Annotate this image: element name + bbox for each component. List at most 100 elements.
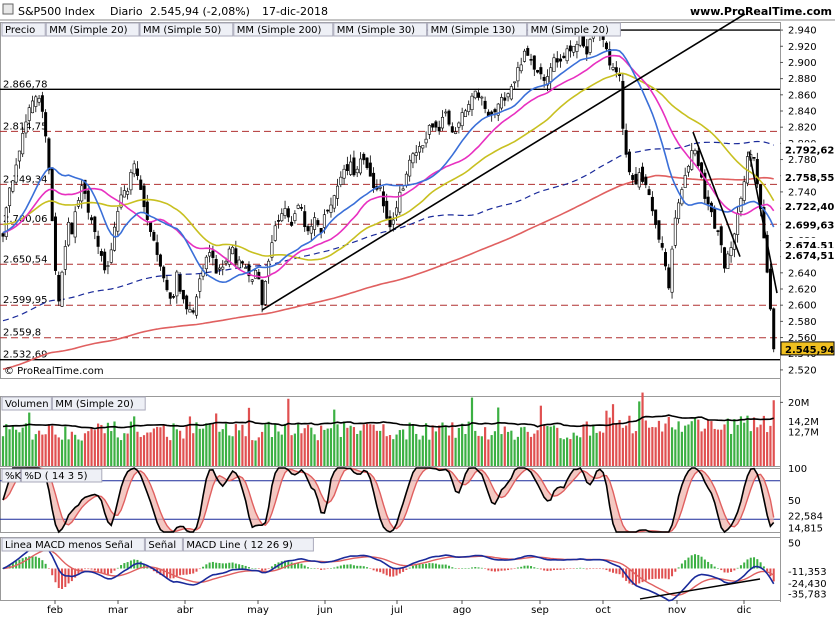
volume-bar — [582, 424, 585, 466]
volume-bar — [385, 436, 388, 466]
volume-bar — [15, 429, 18, 466]
macd-hist-bar — [270, 566, 273, 569]
macd-hist-bar — [566, 568, 569, 570]
candle-body — [296, 204, 300, 209]
volume-bar — [484, 427, 487, 466]
volume-bar — [621, 427, 624, 466]
macd-hist-bar — [287, 561, 290, 569]
volume-bar — [418, 439, 421, 466]
value-tag: 2.674,51 — [781, 237, 834, 252]
volume-bar — [182, 438, 185, 466]
volume-bar — [752, 417, 756, 466]
macd-hist-bar — [723, 568, 726, 573]
macd-hist-bar — [359, 565, 362, 569]
volume-bar — [257, 437, 260, 466]
volume-bar — [474, 430, 477, 466]
volume-bar — [349, 425, 352, 466]
candle-body — [132, 163, 136, 175]
macd-hist-bar — [392, 568, 395, 577]
volume-bar — [428, 439, 431, 466]
value-tag-label: 2.792,62 — [785, 145, 834, 156]
legend-macd-box — [1, 537, 145, 552]
y-tick-label: 2.880 — [788, 74, 817, 85]
candle-body — [401, 188, 405, 191]
candle-body — [60, 271, 64, 307]
candle-body — [427, 125, 431, 135]
volume-bar — [192, 433, 195, 466]
macd-hist-bar — [657, 568, 660, 579]
vol-ma-label: 12,7M — [788, 428, 819, 439]
volume-bar — [5, 424, 8, 466]
macd-hist-bar — [736, 567, 739, 569]
candle-body — [37, 97, 41, 103]
macd-hist-bar — [510, 568, 513, 570]
macd-hist-bar — [372, 568, 375, 571]
candle-body — [178, 274, 182, 292]
volume-bar — [654, 427, 657, 466]
candle-body — [145, 201, 149, 220]
macd-hist-bar — [375, 568, 378, 572]
macd-hist-bar — [323, 568, 326, 570]
macd-hist-bar — [188, 568, 191, 575]
legend-price-4: MM (Simple 30) — [337, 25, 415, 36]
volume-bar — [585, 421, 588, 466]
volume-bar — [123, 433, 126, 466]
volume-bar — [306, 424, 310, 466]
volume-bars — [1, 392, 775, 466]
ma130-line — [2, 140, 774, 322]
volume-bar — [497, 407, 500, 466]
candle-body — [345, 164, 349, 171]
volume-bar — [454, 437, 457, 466]
macd-hist-bar — [100, 568, 103, 573]
volume-bar — [503, 426, 506, 466]
candle-body — [529, 59, 533, 61]
candle-body — [723, 247, 727, 269]
macd-hist-bar — [530, 566, 533, 569]
volume-bar — [739, 416, 743, 466]
candle-body — [86, 190, 90, 213]
volume-bar — [723, 424, 726, 466]
candle-body — [221, 266, 225, 270]
volume-bar — [707, 420, 710, 466]
candle-body — [234, 248, 238, 264]
volume-bar — [677, 421, 680, 466]
macd-hist-bar — [589, 568, 592, 570]
volume-bar — [690, 421, 693, 466]
quote-label: 2.545,94 (-2,08%) — [150, 5, 250, 18]
candle-body — [736, 212, 740, 235]
volume-bar — [762, 415, 765, 466]
level-label: 2.700,06 — [3, 214, 48, 225]
macd-hist-bar — [507, 568, 510, 571]
macd-hist-bar — [362, 566, 365, 569]
candle-body — [703, 172, 707, 199]
volume-bar — [543, 424, 546, 466]
volume-bar — [215, 413, 218, 466]
macd-hist-bar — [536, 568, 539, 569]
volume-bar — [375, 430, 378, 466]
macd-signal-line — [2, 549, 775, 597]
value-tag-label: 2.722,40 — [785, 202, 834, 213]
volume-bar — [470, 397, 474, 466]
macd-hist-bar — [64, 568, 67, 588]
volume-bar — [634, 431, 638, 466]
volume-bar — [24, 423, 28, 466]
macd-hist-bar — [461, 568, 464, 569]
volume-bar — [103, 433, 106, 466]
candle-body — [260, 279, 264, 306]
macd-hist-bar — [707, 561, 710, 569]
macd-hist-bar — [595, 568, 598, 569]
macd-hist-bar — [267, 568, 270, 569]
candle-body — [532, 55, 536, 70]
macd-hist-bar — [165, 568, 168, 578]
macd-hist-bar — [667, 568, 670, 580]
macd-hist-bar — [444, 564, 447, 569]
candle-body — [263, 281, 267, 305]
candle-body — [326, 209, 330, 212]
value-tag-bg — [781, 199, 834, 213]
candle-body — [568, 45, 572, 52]
macd-hist-bar — [97, 568, 100, 572]
candle-body — [1, 233, 5, 237]
candle-body — [149, 222, 153, 232]
volume-bar — [743, 422, 746, 466]
candle-body — [391, 219, 395, 225]
